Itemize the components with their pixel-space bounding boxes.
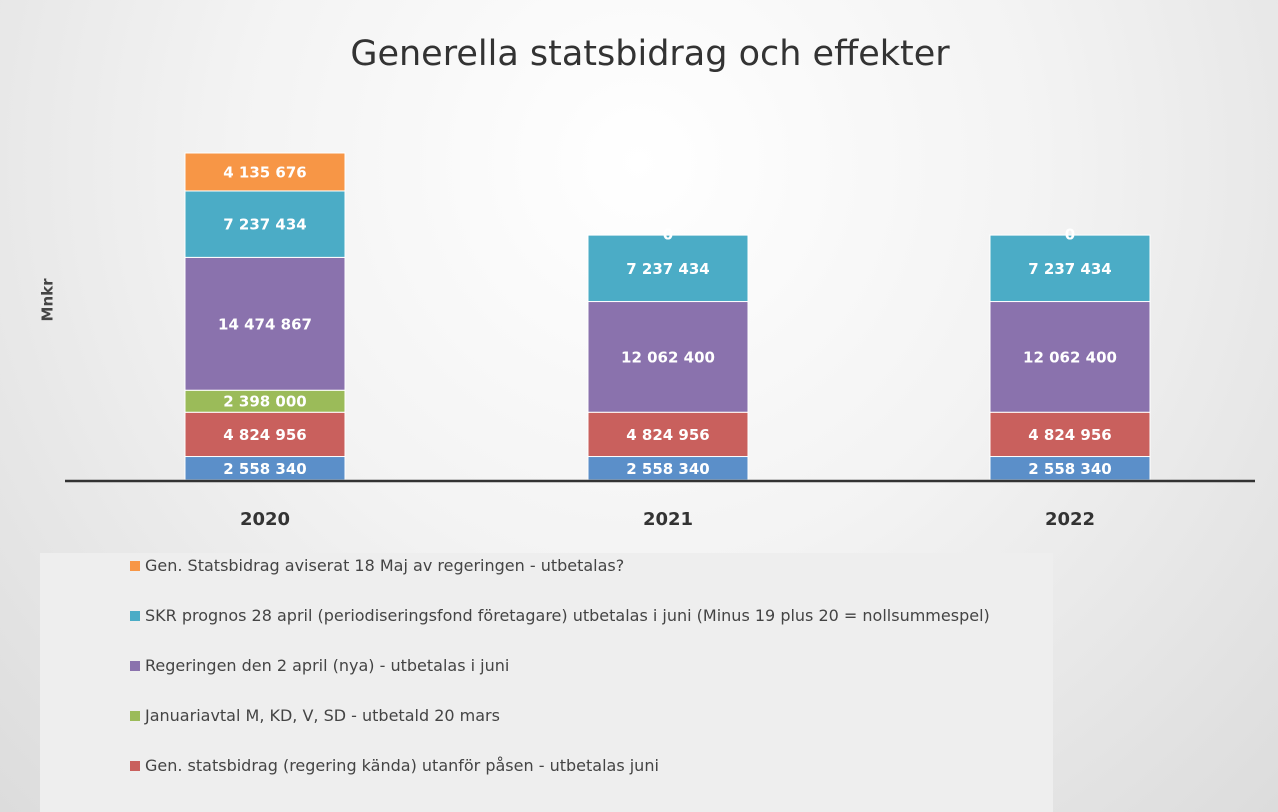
bar-segment — [587, 234, 749, 303]
data-label: 2 558 340 — [626, 460, 710, 478]
data-label: 4 824 956 — [1028, 426, 1112, 444]
data-label: 4 824 956 — [626, 426, 710, 444]
legend-swatch — [130, 561, 140, 571]
x-tick-label: 2021 — [643, 509, 693, 530]
legend-swatch — [130, 661, 140, 671]
data-label: 4 824 956 — [223, 426, 307, 444]
data-label: 0 — [663, 226, 673, 244]
legend-entry: Regeringen den 2 april (nya) - utbetalas… — [40, 653, 1025, 703]
bar-segment — [587, 301, 749, 413]
data-label: 2 398 000 — [223, 393, 307, 411]
legend-entry: Januariavtal M, KD, V, SD - utbetald 20 … — [40, 703, 1025, 753]
legend-label: Januariavtal M, KD, V, SD - utbetald 20 … — [145, 706, 500, 725]
data-label: 4 135 676 — [223, 163, 307, 181]
bar-segment — [184, 256, 346, 391]
data-label: 7 237 434 — [1028, 260, 1112, 278]
y-axis-label: Mnkr — [39, 278, 57, 322]
legend-label: Regeringen den 2 april (nya) - utbetalas… — [145, 656, 510, 675]
x-tick-label: 2020 — [240, 509, 290, 530]
bar-segment — [184, 411, 346, 458]
bar-segment — [989, 301, 1151, 413]
data-label: 12 062 400 — [621, 348, 715, 366]
bar-segment — [184, 190, 346, 258]
legend-label: SKR prognos 28 april (periodiseringsfond… — [145, 606, 990, 625]
bar-segment — [989, 234, 1151, 303]
legend-swatch — [130, 711, 140, 721]
bar-segment — [184, 152, 346, 192]
legend-entry: SKR prognos 28 april (periodiseringsfond… — [40, 603, 1025, 653]
data-label: 2 558 340 — [1028, 460, 1112, 478]
data-label: 7 237 434 — [223, 216, 307, 234]
data-label: 14 474 867 — [218, 315, 312, 333]
data-label: 2 558 340 — [223, 460, 307, 478]
legend-label: Gen. Statsbidrag aviserat 18 Maj av rege… — [145, 556, 625, 575]
legend-entry: Gen. statsbidrag (regering kända) utanfö… — [40, 753, 1025, 803]
legend-swatch — [130, 761, 140, 771]
data-label: 12 062 400 — [1023, 348, 1117, 366]
legend-label: Gen. statsbidrag (regering kända) utanfö… — [145, 756, 659, 775]
legend-entry: Gen. Statsbidrag aviserat 18 Maj av rege… — [40, 553, 1025, 603]
bar-segment — [989, 411, 1151, 458]
data-label: 0 — [1065, 226, 1075, 244]
data-label: 7 237 434 — [626, 260, 710, 278]
chart-title: Generella statsbidrag och effekter — [350, 34, 950, 74]
legend: Gen. Statsbidrag aviserat 18 Maj av rege… — [40, 553, 1053, 812]
x-tick-label: 2022 — [1045, 509, 1095, 530]
bar-segment — [587, 411, 749, 458]
legend-swatch — [130, 611, 140, 621]
